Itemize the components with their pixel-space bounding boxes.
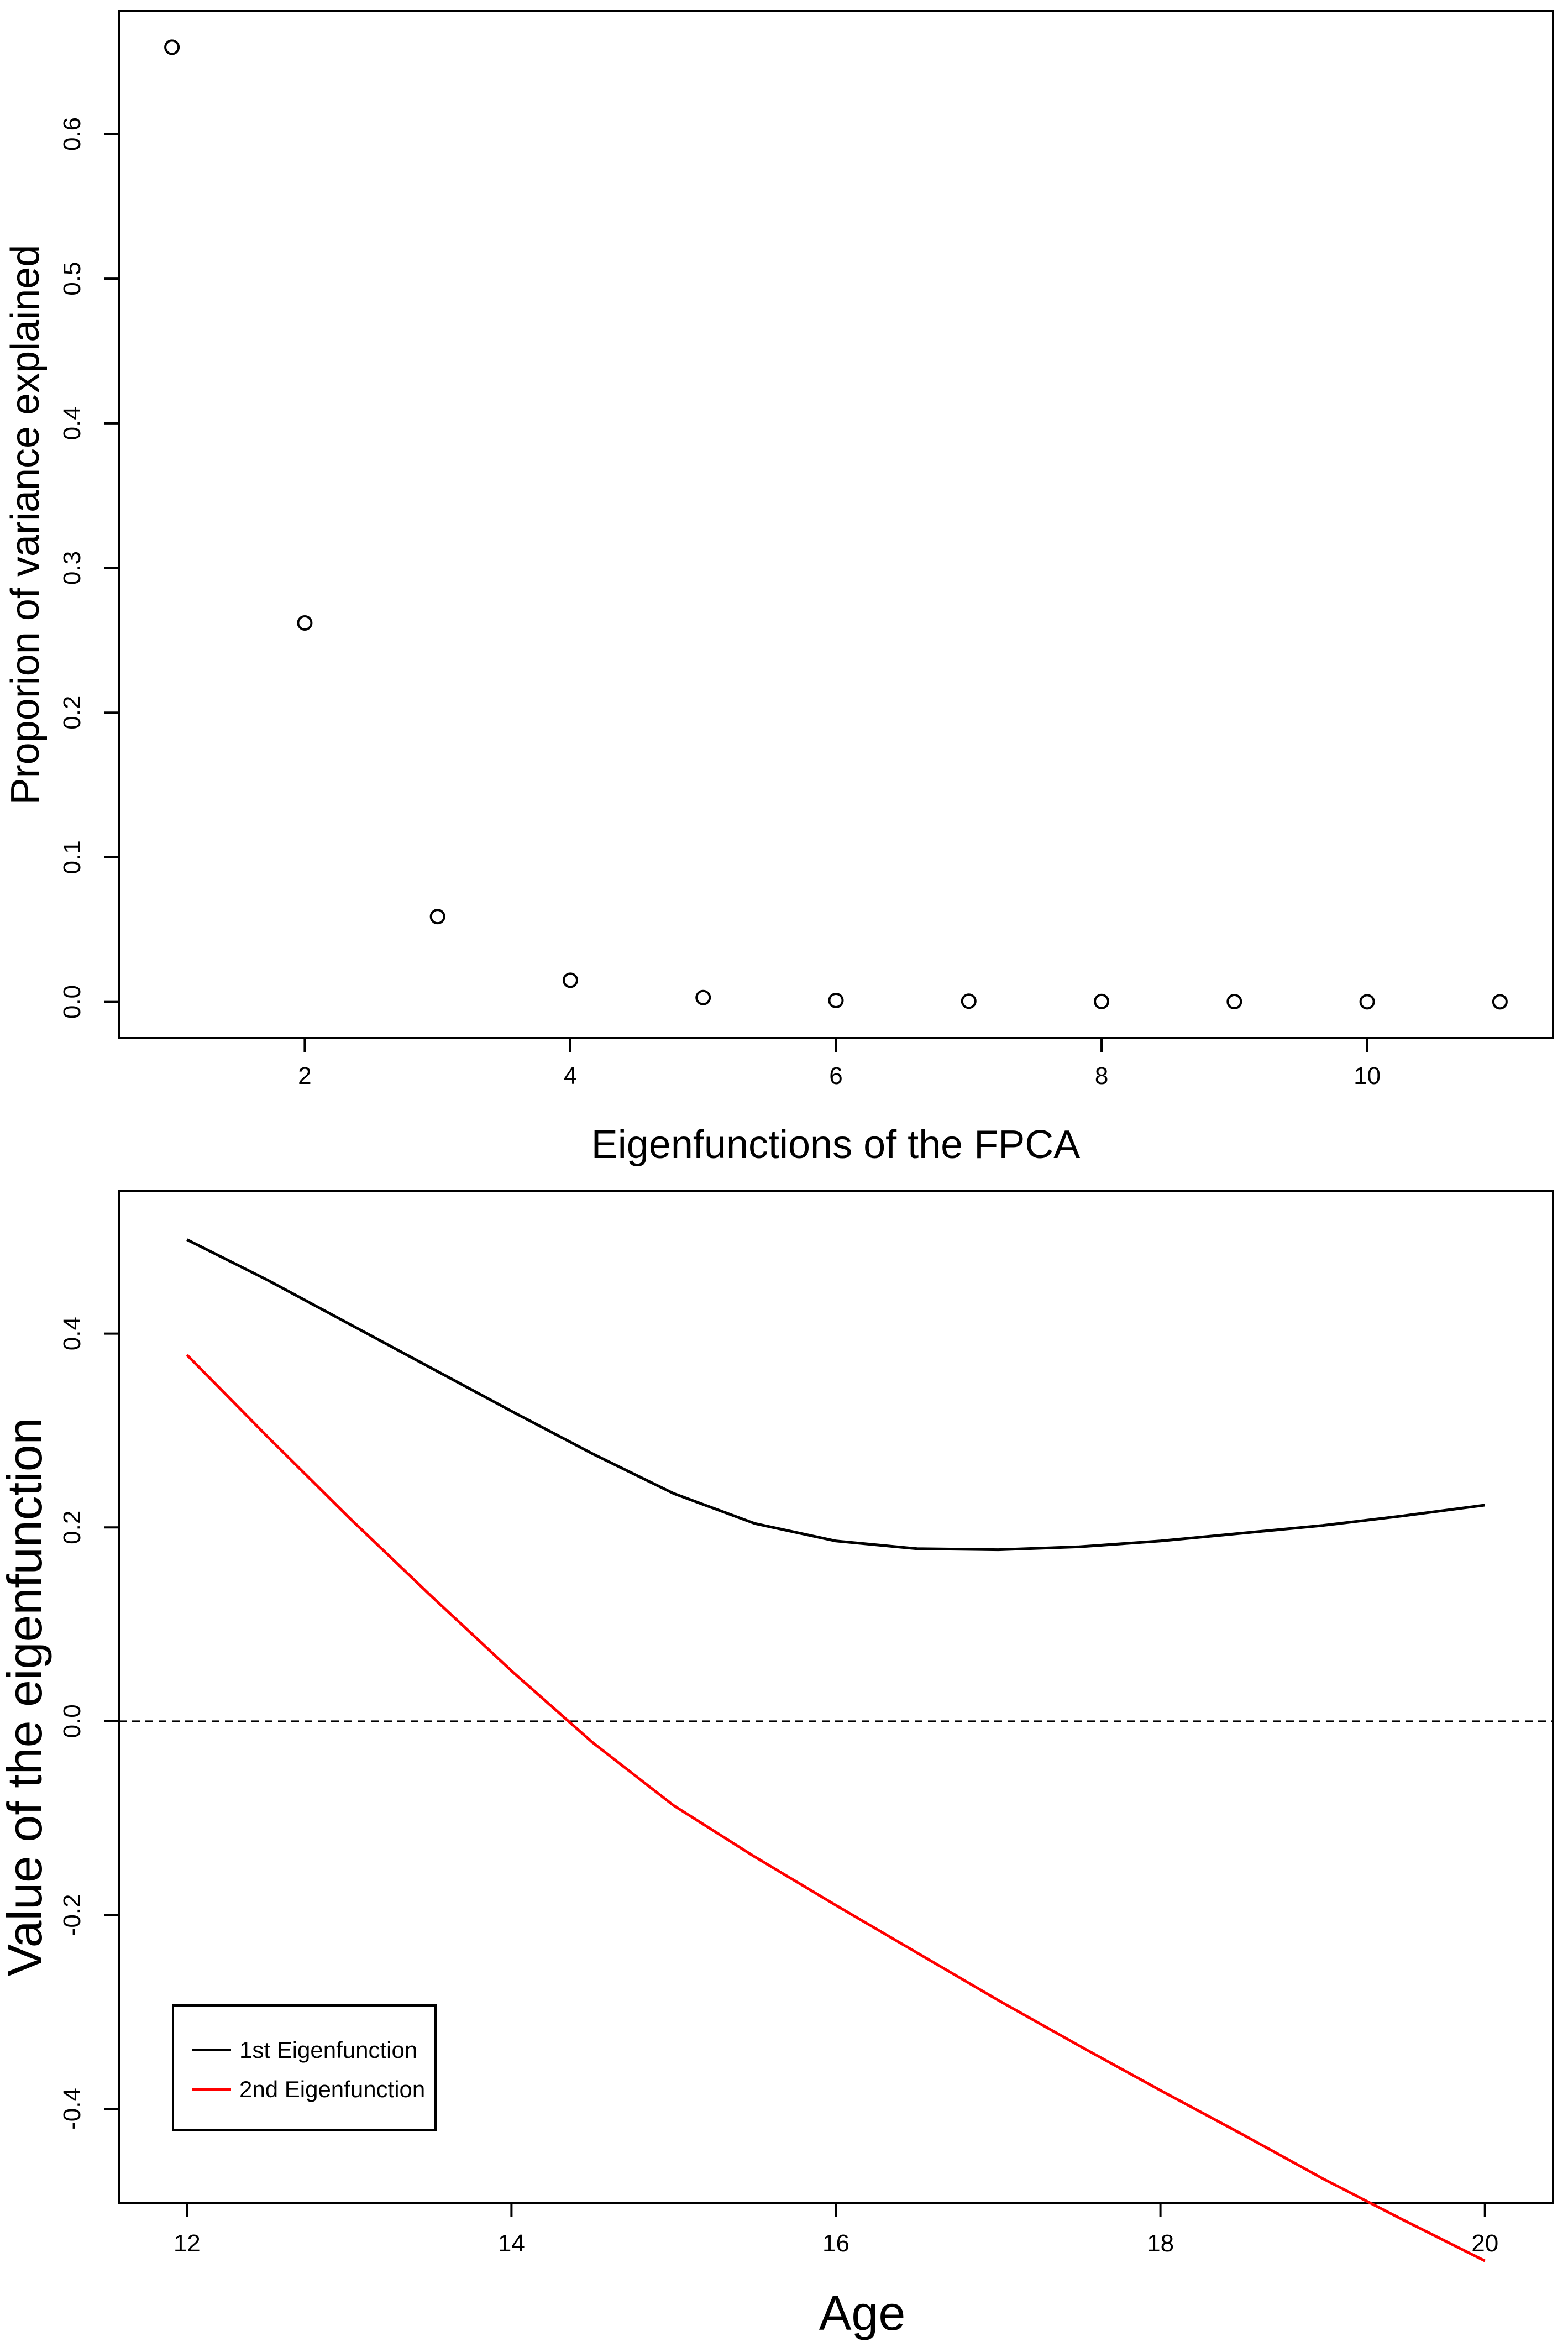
x-tick-label: 16 (822, 2230, 849, 2257)
plot1-y-axis-title: Proporion of variance explained (3, 245, 48, 805)
data-point (1226, 994, 1242, 1010)
y-tick-label: 0.4 (59, 406, 86, 440)
plot1-x-axis: 2 4 6 8 10 (298, 1038, 1381, 1089)
y-tick-label: 0.2 (59, 1511, 86, 1544)
scree-plot: 2 4 6 8 10 0.0 0.1 0.2 0.3 0.4 0.5 0.6 Eigenfuncti… (3, 10, 1554, 1167)
plot2-y-axis: -0.4 -0.2 0.0 0.2 0.4 (59, 1317, 119, 2130)
data-point (1492, 994, 1508, 1010)
data-point (429, 909, 445, 925)
series-line-2 (186, 1354, 1486, 2262)
plot2-y-axis-title: Value of the eigenfunction (0, 1417, 52, 1976)
series-line-1 (186, 1238, 1486, 1552)
data-point (562, 972, 578, 988)
plot1-y-axis: 0.0 0.1 0.2 0.3 0.4 0.5 0.6 (59, 117, 119, 1019)
x-tick-label: 8 (1095, 1062, 1108, 1089)
plot2-x-axis: 12 14 16 18 20 (174, 2203, 1498, 2257)
x-tick-label: 12 (174, 2230, 201, 2257)
y-tick-label: -0.2 (59, 1894, 86, 1936)
x-tick-label: 14 (498, 2230, 525, 2257)
plot1-frame (118, 10, 1554, 1039)
data-point (695, 989, 711, 1005)
y-tick-label: 0.5 (59, 262, 86, 296)
legend: 1st Eigenfunction 2nd Eigenfunction (172, 2004, 437, 2131)
y-tick-label: 0.2 (59, 696, 86, 730)
y-tick-label: 0.1 (59, 840, 86, 874)
y-tick-label: 0.0 (59, 1704, 86, 1738)
data-point (1359, 994, 1375, 1010)
y-tick-label: 0.4 (59, 1317, 86, 1350)
x-tick-label: 2 (298, 1062, 311, 1089)
plot1-x-axis-title: Eigenfunctions of the FPCA (591, 1123, 1081, 1167)
data-point (297, 615, 313, 631)
y-tick-label: 0.6 (59, 117, 86, 151)
data-point (828, 992, 844, 1008)
x-tick-label: 4 (564, 1062, 577, 1089)
y-tick-label: 0.0 (59, 985, 86, 1019)
y-tick-label: -0.4 (59, 2088, 86, 2130)
x-tick-label: 10 (1354, 1062, 1381, 1089)
x-tick-label: 20 (1471, 2230, 1498, 2257)
plot2-series-lines (186, 1238, 1486, 2262)
legend-box (172, 2004, 437, 2131)
plot1-points (164, 39, 1508, 1010)
plot2-x-axis-title: Age (819, 2286, 906, 2340)
legend-label-1st-eigenfunction: 1st Eigenfunction (239, 2037, 417, 2063)
legend-label-2nd-eigenfunction: 2nd Eigenfunction (239, 2076, 425, 2102)
data-point (961, 993, 977, 1009)
data-point (1094, 993, 1110, 1009)
x-tick-label: 18 (1147, 2230, 1174, 2257)
x-tick-label: 6 (829, 1062, 842, 1089)
y-tick-label: 0.3 (59, 551, 86, 585)
eigenfunction-plot: 12 14 16 18 20 -0.4 -0.2 0.0 0.2 0.4 Age Value o… (0, 1190, 1554, 2340)
data-point (164, 39, 180, 55)
